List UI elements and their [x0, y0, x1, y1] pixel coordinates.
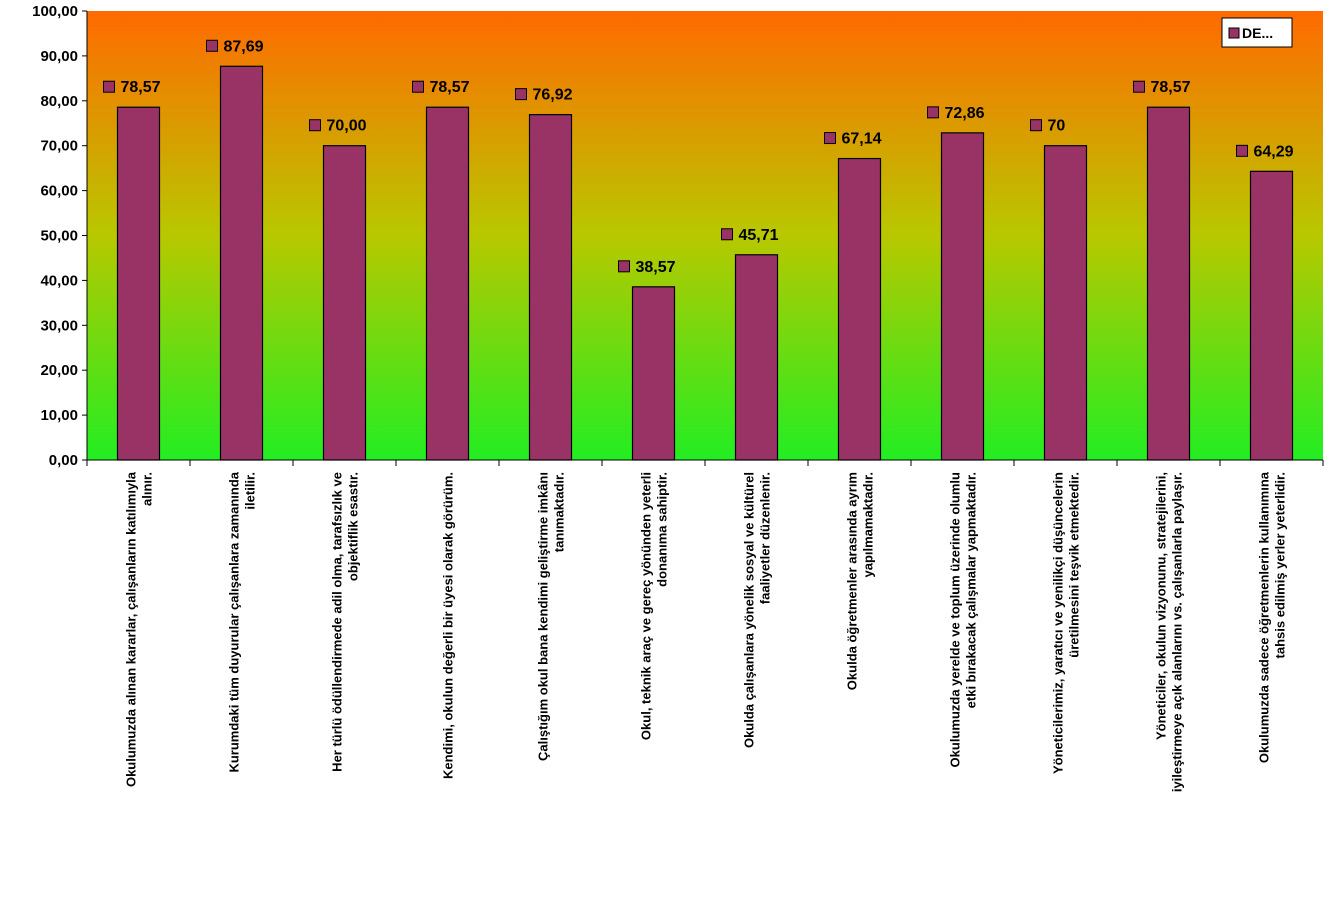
data-label-marker [824, 132, 836, 145]
category-label: etki bırakacak çalışmalar yapmaktadır. [964, 472, 979, 708]
data-label: 87,69 [224, 38, 264, 55]
y-tick-label: 10,00 [40, 407, 78, 424]
data-label-marker [721, 228, 733, 241]
data-label-marker [1030, 119, 1042, 132]
category-label: alınır. [140, 472, 155, 506]
y-tick-label: 30,00 [40, 317, 78, 334]
bar [528, 114, 573, 461]
y-tick-label: 40,00 [40, 272, 78, 289]
data-label: 76,92 [533, 87, 573, 104]
bar [940, 132, 985, 461]
category-label: Okul, teknik araç ve gereç yönünden yete… [639, 472, 654, 740]
y-tick-label: 60,00 [40, 183, 78, 200]
category-label: tanımaktadır. [552, 472, 567, 552]
category-label: Okulumuzda yerelde ve toplum üzerinde ol… [948, 472, 963, 767]
category-label: donanıma sahiptir. [655, 472, 670, 587]
category-label: Okulda öğretmenler arasında ayrım [845, 472, 860, 690]
legend-marker [1228, 27, 1240, 39]
legend: DE... [1221, 17, 1293, 48]
category-label: objektiflik esastır. [346, 472, 361, 581]
category-label: Her türlü ödüllendirmede adil olma, tara… [330, 472, 345, 772]
plot-area [87, 11, 1323, 460]
bar-series [116, 65, 1294, 461]
bar [1249, 170, 1294, 461]
y-tick-label: 80,00 [40, 93, 78, 110]
category-label: Kurumdaki tüm duyurular çalışanlara zama… [227, 471, 242, 772]
data-label: 38,57 [636, 259, 676, 276]
category-label: Okulda çalışanlara yönelik sosyal ve kül… [742, 472, 757, 748]
y-tick-label: 50,00 [40, 228, 78, 245]
category-label: Çalıştığım okul bana kendimi geliştirme … [536, 472, 551, 761]
y-tick-label: 0,00 [49, 452, 78, 469]
data-label-marker [618, 260, 630, 273]
category-label: tahsis edilmiş yerler yeterlidir. [1273, 472, 1288, 658]
data-label-marker [309, 119, 321, 132]
category-label: Kendimi, okulun değerli bir üyesi olarak… [441, 472, 456, 779]
bar [219, 65, 264, 461]
data-label: 67,14 [842, 131, 882, 148]
data-label-marker [1133, 80, 1145, 93]
category-label: iyileştirmeye açık alanlarını vs. çalışa… [1170, 472, 1185, 792]
bar [1146, 106, 1191, 461]
x-axis [86, 459, 1324, 466]
y-axis: 0,00 10,00 20,00 30,00 40,00 50,00 60,00 70,00 8… [32, 3, 88, 469]
category-label: iletilir. [243, 472, 258, 510]
y-tick-label: 90,00 [40, 48, 78, 65]
category-label: Okulumuzda sadece öğretmenlerin kullanım… [1257, 471, 1272, 763]
data-labels: 78,57 87,69 70,00 78,57 76,92 38,57 45,71 67,14… [103, 38, 1294, 276]
category-label: faaliyetler düzenlenir. [758, 472, 773, 604]
y-tick-label: 100,00 [32, 3, 78, 20]
bar [837, 157, 882, 461]
data-label: 78,57 [430, 79, 470, 96]
data-label: 70 [1048, 118, 1066, 135]
category-label: yapılmamaktadır. [861, 472, 876, 578]
data-label: 64,29 [1254, 143, 1294, 160]
bar [734, 254, 779, 461]
data-label: 78,57 [121, 79, 161, 96]
data-label-marker [206, 39, 218, 52]
category-labels: Okulumuzda alınan kararlar, çalışanların… [124, 471, 1288, 792]
bar [425, 106, 470, 461]
category-label: Okulumuzda alınan kararlar, çalışanların… [124, 471, 139, 787]
bar [1043, 145, 1088, 461]
data-label: 70,00 [327, 118, 367, 135]
data-label: 45,71 [739, 227, 779, 244]
category-label: üretilmesini teşvik etmektedir. [1067, 472, 1082, 658]
category-label: Yöneticilerimiz, yaratıcı ve yenilikçi d… [1051, 472, 1066, 774]
data-label-marker [1236, 144, 1248, 157]
bar [631, 286, 676, 461]
y-tick-label: 20,00 [40, 362, 78, 379]
data-label: 72,86 [945, 105, 985, 122]
data-label-marker [515, 88, 527, 101]
bar [116, 106, 161, 461]
bar [322, 145, 367, 461]
legend-label: DE... [1242, 25, 1273, 41]
category-label: Yöneticiler, okulun vizyonunu, stratejil… [1154, 472, 1169, 740]
data-label: 78,57 [1151, 79, 1191, 96]
y-tick-label: 70,00 [40, 138, 78, 155]
data-label-marker [412, 80, 424, 93]
data-label-marker [103, 80, 115, 93]
data-label-marker [927, 106, 939, 119]
